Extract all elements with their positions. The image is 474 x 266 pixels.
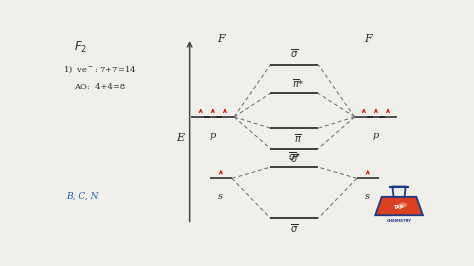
- Text: AO:  4+4=8: AO: 4+4=8: [74, 83, 125, 91]
- Text: s: s: [365, 192, 370, 201]
- Text: $\overline{\sigma}$: $\overline{\sigma}$: [290, 152, 299, 165]
- Text: s: s: [219, 192, 223, 201]
- Text: E: E: [176, 134, 184, 143]
- Text: TAP: TAP: [394, 205, 404, 210]
- Text: $\overline{\pi}$: $\overline{\pi}$: [294, 132, 302, 145]
- Text: $F_2$: $F_2$: [74, 40, 87, 55]
- Text: B, C, N: B, C, N: [66, 191, 99, 200]
- Text: F: F: [364, 34, 372, 44]
- Text: p: p: [373, 131, 379, 140]
- Circle shape: [398, 202, 407, 207]
- Text: p: p: [210, 131, 216, 140]
- Text: $\overline{\sigma}$: $\overline{\sigma}$: [290, 222, 299, 235]
- Text: $\overline{\sigma}$: $\overline{\sigma}$: [290, 47, 299, 60]
- Text: 1)  ve$^-$: 7+7=14: 1) ve$^-$: 7+7=14: [63, 65, 137, 75]
- Polygon shape: [375, 197, 423, 215]
- Text: $\overline{\sigma}$*: $\overline{\sigma}$*: [288, 151, 301, 163]
- Text: $\overline{\pi}$*: $\overline{\pi}$*: [292, 77, 304, 90]
- Text: F: F: [217, 34, 225, 44]
- Text: CHEMISTRY: CHEMISTRY: [387, 219, 411, 223]
- Polygon shape: [392, 186, 406, 197]
